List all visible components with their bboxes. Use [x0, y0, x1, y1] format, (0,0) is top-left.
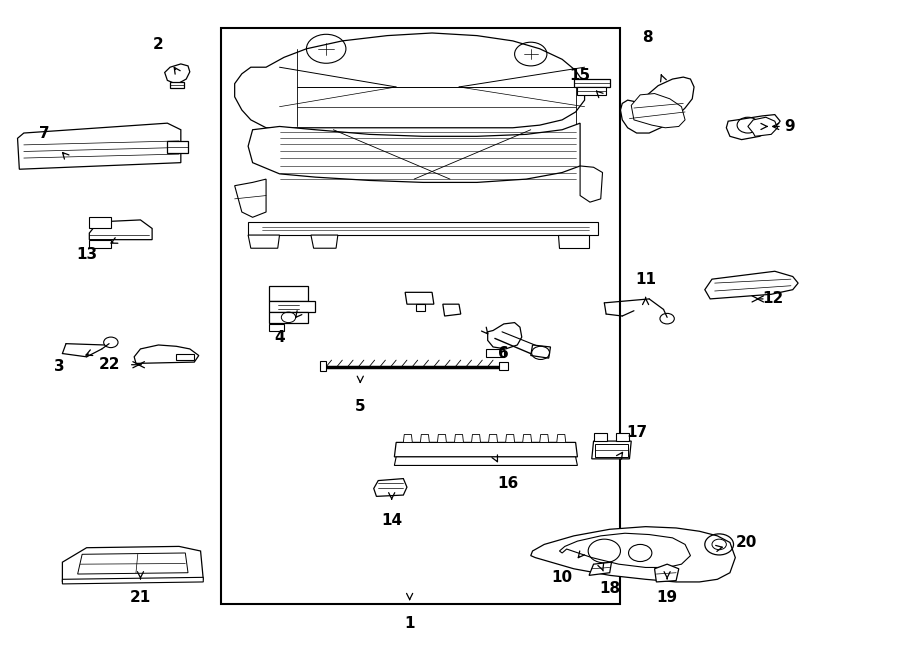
Polygon shape	[374, 479, 407, 496]
Polygon shape	[165, 64, 190, 83]
Polygon shape	[248, 235, 280, 249]
Text: 14: 14	[381, 512, 402, 527]
Polygon shape	[77, 553, 188, 574]
Text: 5: 5	[355, 399, 365, 414]
Text: 12: 12	[762, 292, 784, 307]
Polygon shape	[580, 166, 602, 202]
Polygon shape	[631, 94, 685, 128]
Polygon shape	[616, 432, 629, 441]
Text: 15: 15	[570, 67, 590, 83]
Text: 9: 9	[784, 119, 795, 134]
Polygon shape	[89, 220, 152, 240]
Polygon shape	[443, 304, 461, 316]
Polygon shape	[557, 434, 566, 442]
Polygon shape	[489, 434, 498, 442]
Polygon shape	[531, 345, 551, 358]
Polygon shape	[176, 354, 194, 360]
Polygon shape	[89, 240, 111, 249]
Text: 17: 17	[626, 425, 647, 440]
Text: 8: 8	[642, 30, 652, 45]
Polygon shape	[437, 434, 446, 442]
Polygon shape	[726, 114, 780, 139]
Polygon shape	[269, 286, 308, 301]
Polygon shape	[558, 235, 590, 249]
Polygon shape	[248, 123, 580, 182]
Polygon shape	[394, 457, 578, 465]
Polygon shape	[574, 79, 609, 87]
Polygon shape	[594, 432, 607, 441]
Polygon shape	[235, 33, 585, 128]
Polygon shape	[620, 77, 694, 133]
Polygon shape	[654, 564, 679, 582]
Polygon shape	[269, 324, 284, 330]
Text: 19: 19	[657, 590, 678, 605]
Polygon shape	[134, 345, 199, 364]
Polygon shape	[235, 179, 266, 217]
Polygon shape	[403, 434, 412, 442]
Text: 22: 22	[98, 357, 120, 372]
Polygon shape	[62, 547, 203, 582]
Text: 13: 13	[76, 247, 97, 262]
Polygon shape	[269, 312, 308, 323]
Polygon shape	[420, 434, 429, 442]
Text: 21: 21	[130, 590, 151, 605]
Polygon shape	[320, 362, 326, 371]
Text: 3: 3	[54, 359, 65, 374]
Polygon shape	[578, 87, 606, 95]
Polygon shape	[500, 362, 508, 370]
Polygon shape	[705, 271, 798, 299]
Polygon shape	[62, 577, 203, 584]
Text: 7: 7	[39, 126, 50, 141]
Polygon shape	[592, 441, 631, 459]
Polygon shape	[170, 82, 184, 89]
Polygon shape	[540, 434, 549, 442]
Polygon shape	[596, 444, 627, 457]
Polygon shape	[89, 217, 111, 229]
Polygon shape	[394, 442, 578, 457]
Polygon shape	[405, 292, 434, 304]
Polygon shape	[590, 563, 611, 575]
Polygon shape	[523, 434, 532, 442]
Text: 10: 10	[552, 570, 572, 585]
Polygon shape	[472, 434, 481, 442]
Text: 2: 2	[153, 36, 164, 52]
Text: 20: 20	[735, 535, 757, 550]
Bar	[221, 28, 620, 603]
Polygon shape	[560, 533, 690, 567]
Polygon shape	[17, 123, 181, 169]
Polygon shape	[506, 434, 515, 442]
Polygon shape	[248, 222, 598, 235]
Polygon shape	[531, 527, 735, 582]
Polygon shape	[416, 304, 425, 311]
Polygon shape	[748, 117, 778, 136]
Text: 16: 16	[498, 476, 519, 490]
Text: 6: 6	[499, 346, 509, 361]
Text: 11: 11	[635, 272, 656, 287]
Polygon shape	[167, 141, 188, 153]
Text: 1: 1	[404, 616, 415, 631]
Polygon shape	[310, 235, 338, 249]
Text: 4: 4	[274, 330, 284, 344]
Polygon shape	[269, 301, 315, 312]
Polygon shape	[486, 349, 504, 357]
Polygon shape	[454, 434, 464, 442]
Text: 18: 18	[599, 581, 620, 596]
Polygon shape	[488, 323, 522, 349]
